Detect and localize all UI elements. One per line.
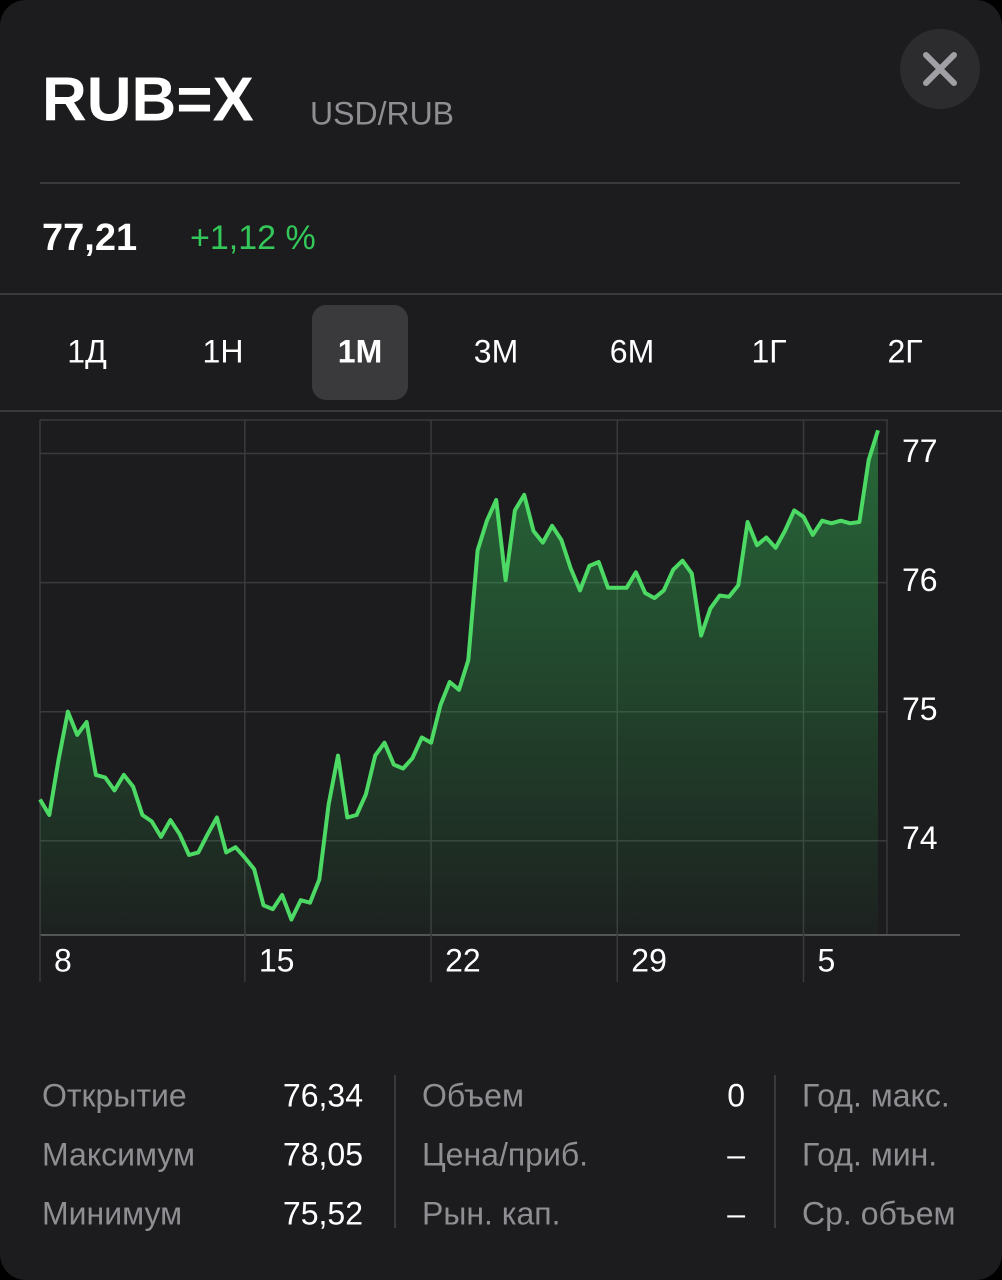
stat-label: Минимум [42,1195,182,1231]
price-line [38,429,880,922]
stat-value: – [727,1195,745,1231]
stat-label: Год. мин. [802,1136,937,1172]
stat-value: – [727,1136,745,1172]
price: 77,21 [42,217,137,259]
x-tick-label: 15 [259,942,295,978]
range-tab[interactable]: 2Г [887,333,922,369]
close-button[interactable] [900,29,980,109]
stat-label: Цена/приб. [422,1136,588,1172]
x-tick-label: 5 [818,942,836,978]
range-tab[interactable]: 1Г [751,333,786,369]
stat-label: Объем [422,1077,524,1113]
range-tab[interactable]: 3М [474,333,518,369]
y-tick-label: 77 [902,433,938,469]
selected-tab-bg[interactable] [312,305,408,400]
chart: 74 75 76 77 8 15 22 29 5 [38,419,960,982]
y-tick-label: 75 [902,691,938,727]
range-tab[interactable]: 1Н [203,333,244,369]
change: +1,12 % [190,219,316,257]
stat-value: 0 [727,1077,745,1113]
stat-label: Год. макс. [802,1077,950,1113]
range-tab[interactable]: 1Д [67,333,107,369]
y-tick-label: 74 [902,820,938,856]
range-tabs: 1Д 1Н 1М 3М 6М 1Г 2Г [67,305,923,400]
stat-label: Максимум [42,1136,195,1172]
range-tab[interactable]: 6М [610,333,654,369]
x-tick-label: 29 [631,942,667,978]
stat-label: Ср. объем [802,1195,956,1231]
area-fill [40,430,878,935]
stat-label: Открытие [42,1077,187,1113]
stats: Открытие 76,34 Максимум 78,05 Минимум 75,52 Об… [42,1075,956,1231]
y-tick-label: 76 [902,562,938,598]
close-icon[interactable] [923,52,957,86]
x-tick-label: 8 [54,942,72,978]
stat-value: 75,52 [283,1195,363,1231]
stat-value: 76,34 [283,1077,363,1113]
x-tick-label: 22 [445,942,481,978]
stat-value: 78,05 [283,1136,363,1172]
range-tab[interactable]: 1М [338,333,382,369]
symbol: RUB=X [42,65,254,134]
stat-label: Рын. кап. [422,1195,561,1231]
symbol-name: USD/RUB [310,95,454,131]
